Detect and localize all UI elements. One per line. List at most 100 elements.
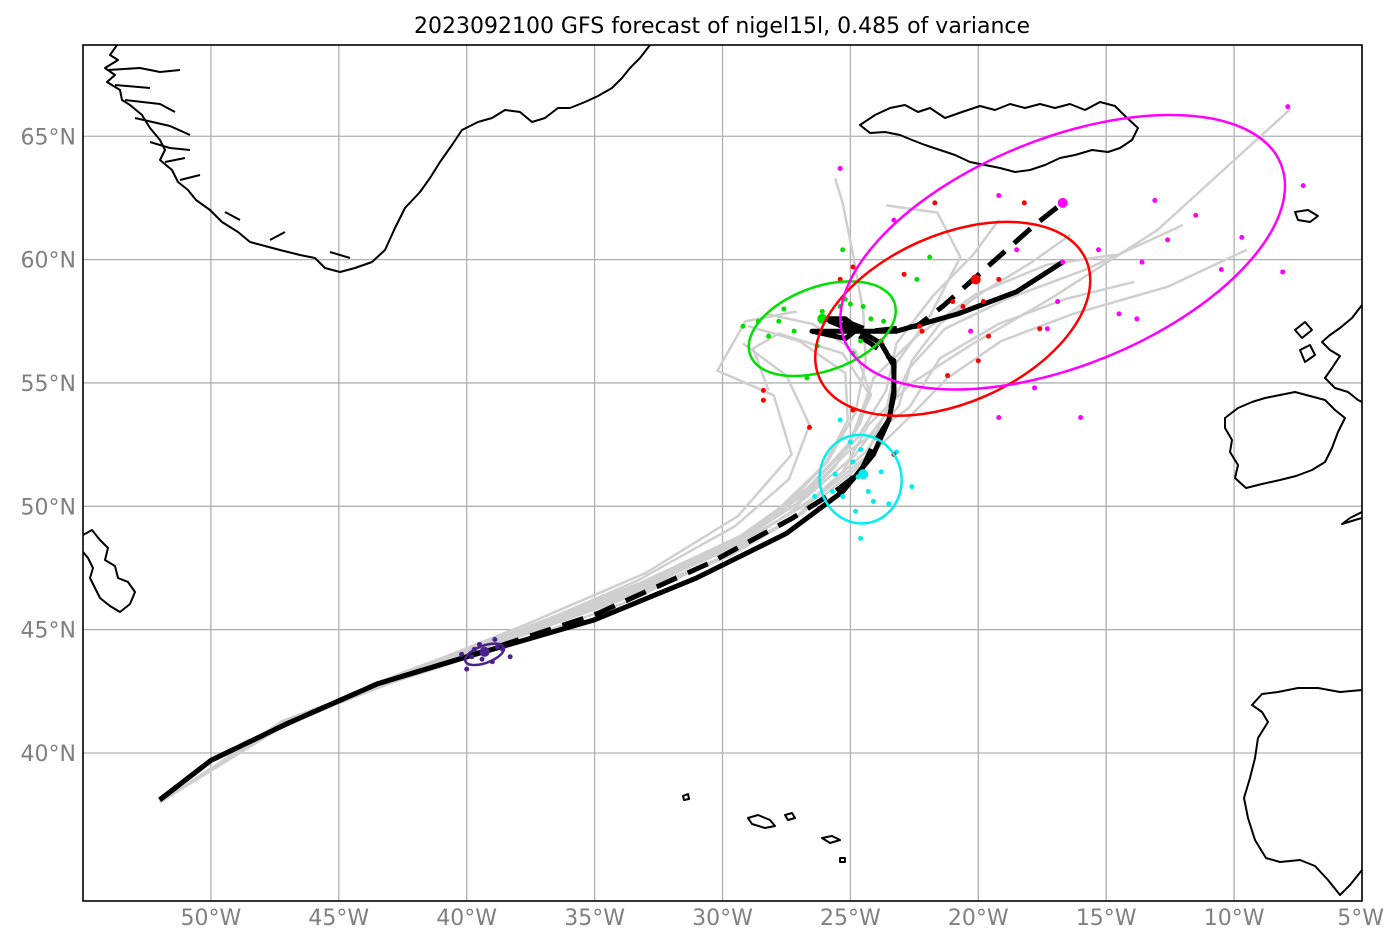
member-track — [159, 223, 1184, 804]
x-tick-label: 10°W — [1204, 906, 1265, 931]
member-position-point — [932, 200, 938, 206]
y-axis-tick-labels: 40°N 45°N 50°N 55°N 60°N 65°N — [21, 125, 76, 767]
member-position-point — [927, 254, 933, 260]
member-position-point — [1152, 197, 1158, 203]
uncertainty-ellipse — [839, 113, 1287, 391]
coastlines — [83, 45, 1362, 896]
y-tick-label: 45°N — [21, 619, 76, 644]
member-track — [159, 280, 1135, 804]
member-position-point — [1285, 104, 1291, 110]
scotland-coastline — [1321, 304, 1362, 403]
forecast-stage-points — [459, 104, 1306, 672]
member-position-point — [459, 651, 465, 657]
member-position-point — [975, 358, 981, 364]
member-position-point — [492, 637, 498, 643]
greenland-coastline — [104, 45, 651, 273]
member-position-point — [806, 424, 812, 430]
faroe-islands — [1294, 209, 1319, 223]
member-position-point — [1021, 200, 1027, 206]
member-position-point — [968, 328, 974, 334]
uncertainty-ellipse — [747, 280, 898, 378]
y-tick-label: 55°N — [21, 372, 76, 397]
member-position-point — [850, 459, 856, 465]
x-tick-label: 25°W — [820, 906, 881, 931]
member-position-point — [960, 303, 966, 309]
member-position-point — [945, 373, 951, 379]
member-position-point — [1116, 311, 1122, 317]
member-position-point — [829, 489, 835, 495]
member-position-point — [1055, 299, 1061, 305]
member-position-point — [878, 469, 884, 475]
member-position-point — [1134, 316, 1140, 322]
member-position-point — [914, 276, 920, 282]
y-tick-label: 60°N — [21, 249, 76, 274]
newfoundland-coastline — [83, 529, 136, 613]
member-position-point — [847, 439, 853, 445]
x-tick-label: 30°W — [692, 906, 753, 931]
member-track — [159, 108, 1292, 804]
x-tick-label: 15°W — [1076, 906, 1137, 931]
member-position-point — [950, 299, 956, 305]
member-position-point — [1014, 247, 1020, 253]
member-position-point — [865, 489, 871, 495]
x-tick-label: 45°W — [308, 906, 369, 931]
greenland-fjords — [107, 67, 351, 259]
x-tick-label: 5°W — [1337, 906, 1384, 931]
england-tip — [1341, 511, 1362, 525]
member-position-point — [1032, 385, 1038, 391]
member-track — [159, 324, 850, 804]
x-axis-tick-labels: 50°W 45°W 40°W 35°W 30°W 25°W 20°W 15°W 10°W 5°W — [181, 906, 1385, 931]
member-position-point — [847, 301, 853, 307]
member-position-point — [494, 644, 500, 650]
member-position-point — [901, 271, 907, 277]
member-position-point — [860, 303, 866, 309]
stage-mean-marker — [858, 469, 869, 480]
member-track — [159, 204, 962, 804]
member-position-point — [1300, 183, 1306, 189]
member-track — [159, 312, 873, 804]
member-position-point — [837, 165, 843, 171]
x-tick-label: 40°W — [436, 906, 497, 931]
member-position-point — [996, 414, 1002, 420]
y-tick-label: 50°N — [21, 495, 76, 520]
member-position-point — [1280, 269, 1286, 275]
member-position-point — [840, 247, 846, 253]
member-position-point — [1218, 266, 1224, 272]
member-position-point — [1078, 414, 1084, 420]
member-position-point — [1060, 259, 1066, 265]
member-position-point — [781, 306, 787, 312]
azores-islands — [682, 793, 846, 863]
member-position-point — [1044, 326, 1050, 332]
member-position-point — [986, 333, 992, 339]
member-position-point — [870, 498, 876, 504]
member-position-point — [832, 471, 838, 477]
hebrides — [1294, 321, 1316, 363]
gridlines — [83, 45, 1363, 901]
member-position-point — [891, 217, 897, 223]
stage-mean-marker — [1057, 197, 1068, 208]
member-position-point — [469, 654, 475, 660]
iceland-coastline — [859, 101, 1139, 173]
member-position-point — [791, 328, 797, 334]
y-tick-label: 65°N — [21, 125, 76, 150]
member-position-point — [760, 397, 766, 403]
member-position-point — [868, 316, 874, 322]
member-position-point — [740, 323, 746, 329]
member-position-point — [1037, 326, 1043, 332]
uncertainty-ellipse — [818, 433, 903, 525]
member-position-point — [980, 299, 986, 305]
mean-track-cluster-dashed — [158, 200, 1065, 802]
member-position-point — [853, 508, 859, 514]
mean-track-cluster-solid — [158, 259, 1065, 802]
forecast-stage-ellipses — [463, 113, 1287, 667]
stage-mean-marker — [970, 274, 981, 285]
member-position-point — [1139, 259, 1145, 265]
member-position-point — [1165, 237, 1171, 243]
member-position-point — [464, 666, 470, 672]
member-position-point — [840, 493, 846, 499]
cluster-mean-tracks — [158, 200, 1065, 802]
iberia-coastline — [1243, 687, 1362, 896]
member-position-point — [1239, 234, 1245, 240]
member-position-point — [886, 501, 892, 507]
